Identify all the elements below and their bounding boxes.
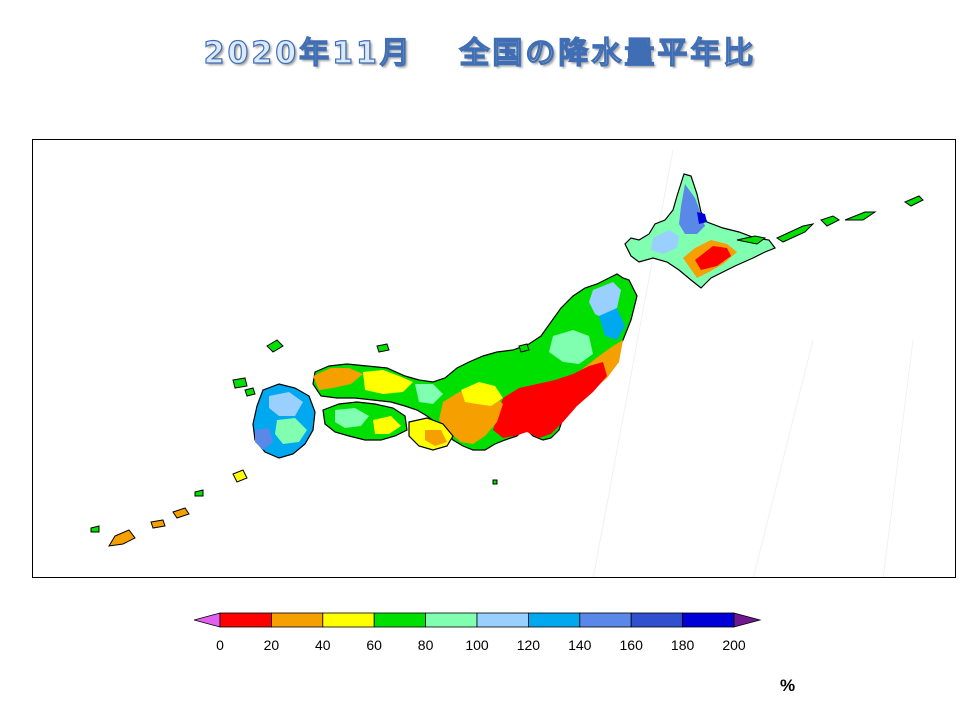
honshu-kanto-red (493, 362, 607, 438)
honshu-chugoku-yellow (363, 370, 413, 394)
page-title: 2020年11月 全国の降水量平年比 (203, 35, 757, 71)
map-panel (32, 139, 956, 578)
hokkaido-high (679, 184, 705, 234)
kyushu (252, 383, 316, 459)
legend-tick-label: 20 (263, 637, 280, 653)
hokkaido-wet-core (697, 212, 707, 224)
hokkaido-very-dry (695, 246, 731, 270)
honshu-chubu-yellow (461, 382, 503, 406)
honshu-high (599, 308, 625, 340)
legend-swatch (476, 612, 529, 628)
kyushu-near (275, 418, 307, 444)
legend-swatch (630, 612, 684, 628)
outlying-islands (90, 339, 530, 547)
honshu (312, 273, 638, 451)
legend-swatch (579, 612, 632, 628)
legend-swatch (682, 612, 735, 628)
legend-over-triangle (733, 612, 762, 628)
kii-peninsula (408, 417, 454, 451)
legend-swatch (373, 612, 426, 628)
legend-under-triangle (194, 612, 221, 628)
legend-tick-label: 200 (722, 637, 746, 653)
legend-tick-label: 0 (216, 637, 224, 653)
legend-tick-label: 180 (670, 637, 695, 653)
honshu-chugoku-orange (313, 368, 363, 390)
legend-unit: % (780, 676, 796, 695)
legend-swatch (271, 612, 324, 628)
kuril-islands (736, 195, 924, 245)
legend-tick-label: 40 (315, 637, 331, 653)
legend-tick-label: 160 (619, 637, 643, 653)
legend-tick-label: 60 (366, 637, 382, 653)
kyushu-wet (255, 428, 273, 450)
legend-colorbar (194, 612, 762, 628)
shikoku-near (335, 408, 369, 428)
honshu-chugoku-near (415, 384, 443, 404)
shikoku-yellow (373, 416, 401, 434)
legend-tick-label: 140 (568, 637, 592, 653)
legend-swatch (219, 612, 272, 628)
hokkaido (624, 173, 776, 289)
legend-tick-label: 100 (465, 637, 489, 653)
shikoku (322, 401, 408, 441)
legend-tick-label: 120 (516, 637, 541, 653)
kyushu-above (269, 392, 303, 416)
honshu-near (549, 330, 593, 364)
legend-swatch (527, 612, 581, 628)
legend-tick-label: 80 (417, 637, 434, 653)
color-legend: 0 20 40 60 80 100 120 140 160 180 200 (194, 611, 762, 655)
legend-swatch (425, 612, 478, 628)
legend-swatch (322, 612, 375, 628)
hokkaido-above (651, 230, 679, 254)
japan-map (90, 149, 924, 577)
